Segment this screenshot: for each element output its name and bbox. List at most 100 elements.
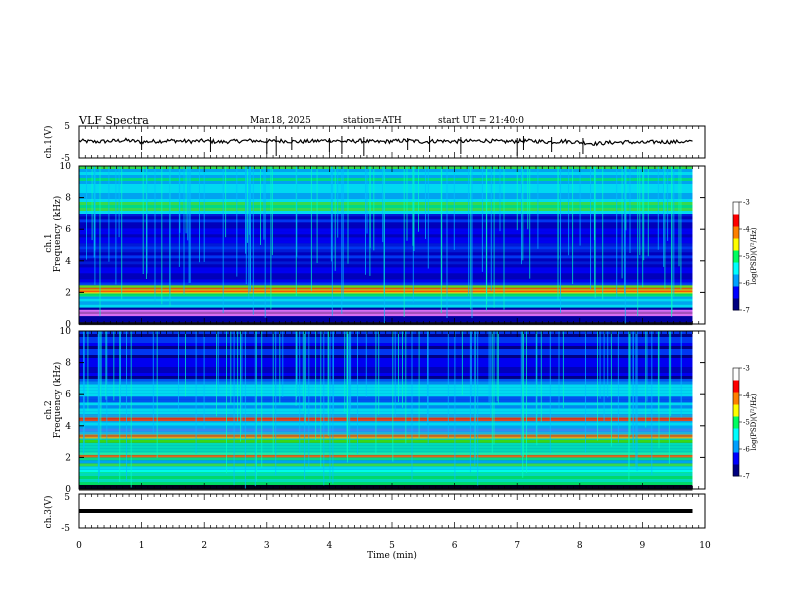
spectrogram-band bbox=[79, 381, 693, 385]
spectrogram-band bbox=[79, 181, 693, 184]
spectrogram-band bbox=[79, 293, 693, 297]
spectrogram-band bbox=[79, 476, 693, 479]
spectrogram-band bbox=[79, 264, 693, 268]
spectrogram-band bbox=[79, 370, 693, 373]
freq-tick-label: 8 bbox=[65, 194, 71, 204]
spectrogram-band bbox=[79, 393, 693, 397]
spectrogram-band bbox=[79, 240, 693, 244]
colorbar-tick-label: -3 bbox=[743, 199, 750, 207]
spectrogram-band bbox=[79, 199, 693, 202]
spectrogram-band bbox=[79, 298, 693, 302]
spectrogram-band bbox=[79, 252, 693, 256]
spectrogram-band bbox=[79, 184, 693, 187]
ch1-waveform-panel: 5 -5 ch.1(V) bbox=[43, 122, 706, 164]
spectrogram-band bbox=[79, 358, 693, 361]
spectrogram-band bbox=[79, 225, 693, 229]
ch2-channel-label: ch.2 bbox=[44, 400, 54, 419]
time-tick-label: 4 bbox=[327, 541, 333, 551]
spectrogram-band bbox=[79, 479, 693, 482]
colorbar-tick-label: -4 bbox=[743, 226, 750, 234]
colorbar-segment bbox=[733, 286, 739, 299]
spectrogram-band bbox=[79, 473, 693, 476]
spectrogram-band bbox=[79, 378, 693, 382]
time-tick-label: 6 bbox=[452, 541, 458, 551]
spectrogram-band bbox=[79, 396, 693, 400]
spectrogram-band bbox=[79, 178, 693, 181]
colorbar-tick-label: -5 bbox=[743, 253, 750, 261]
colorbar-segment bbox=[733, 464, 739, 477]
spectrogram-band bbox=[79, 405, 693, 409]
colorbar-tick-label: -3 bbox=[743, 365, 750, 373]
spectrogram-band bbox=[79, 436, 693, 439]
colorbar-segment bbox=[733, 404, 739, 417]
spectrogram-band bbox=[79, 175, 693, 178]
colorbar-segment bbox=[733, 440, 739, 453]
colorbar-segment bbox=[733, 226, 739, 239]
spectrogram-band bbox=[79, 282, 693, 286]
colorbar-label: log(PSD)(V²/Hz) bbox=[750, 227, 758, 284]
freq-tick-label: 0 bbox=[65, 485, 71, 495]
spectrogram-band bbox=[79, 343, 693, 346]
spectrogram-band bbox=[79, 301, 693, 305]
spectrogram-band bbox=[79, 425, 693, 429]
ch1-waveform-line bbox=[78, 137, 693, 147]
time-tick-label: 1 bbox=[139, 541, 145, 551]
colorbar-segment bbox=[733, 262, 739, 275]
spectrogram-band bbox=[79, 428, 693, 432]
time-tick-label: 2 bbox=[201, 541, 207, 551]
spectrogram-band bbox=[79, 205, 693, 208]
spectrogram-band bbox=[79, 422, 693, 426]
figure-title: VLF Spectra bbox=[78, 114, 149, 127]
spectrogram-band bbox=[79, 489, 693, 491]
freq-tick-label: 8 bbox=[65, 359, 71, 369]
spectrogram-band bbox=[79, 411, 693, 415]
spectrogram-band bbox=[79, 387, 693, 391]
colorbar-tick-label: -6 bbox=[743, 280, 750, 288]
spectrogram-band bbox=[79, 211, 693, 214]
ch1-spectrogram-image bbox=[79, 166, 705, 326]
spectrogram-band bbox=[79, 361, 693, 364]
ch1-ytick-minus5: -5 bbox=[61, 154, 70, 164]
spectrogram-no-data bbox=[692, 331, 705, 489]
spectrogram-band bbox=[79, 273, 693, 277]
spectrogram-band bbox=[79, 431, 693, 435]
time-tick-label: 5 bbox=[389, 541, 395, 551]
spectrogram-band bbox=[79, 482, 693, 485]
spectrogram-band bbox=[79, 346, 693, 349]
colorbar-segment bbox=[733, 250, 739, 263]
colorbar-segment bbox=[733, 392, 739, 405]
start-time-label: start UT = 21:40:0 bbox=[438, 116, 524, 126]
spectrogram-band bbox=[79, 258, 693, 262]
spectrogram-band bbox=[79, 276, 693, 280]
spectrogram-band bbox=[79, 442, 693, 446]
spectrogram-band bbox=[79, 457, 693, 461]
colorbar-segment bbox=[733, 298, 739, 311]
spectrogram-band bbox=[79, 246, 693, 250]
freq-tick-label: 10 bbox=[60, 327, 72, 337]
spectrogram-band bbox=[79, 190, 693, 193]
spectrogram-band bbox=[79, 295, 693, 299]
spectrogram-band bbox=[79, 261, 693, 265]
ch2-spectrogram-image bbox=[79, 331, 705, 491]
ch1-frequency-axis-label: Frequency (kHz) bbox=[52, 196, 63, 273]
spectrogram-band bbox=[79, 448, 693, 452]
ch3-ytick-5: 5 bbox=[64, 493, 70, 503]
ch2-spectrogram-panel: 0 2 4 6 8 10 ch.2 Frequency (kHz) -3 -4 -5 -6 -7 l… bbox=[44, 327, 758, 495]
spectrogram-band bbox=[79, 373, 693, 376]
colorbar-segment bbox=[733, 380, 739, 393]
spectrogram-band bbox=[79, 419, 693, 422]
spectrogram-band bbox=[79, 414, 693, 418]
spectrogram-band bbox=[79, 469, 693, 473]
spectrogram-band bbox=[79, 287, 693, 290]
spectrogram-band bbox=[79, 463, 693, 467]
colorbar-segment bbox=[733, 416, 739, 429]
colorbar-tick-label: -4 bbox=[743, 392, 750, 400]
freq-tick-label: 2 bbox=[65, 288, 71, 298]
spectrogram-band bbox=[79, 289, 693, 291]
spectrogram-band bbox=[79, 314, 693, 317]
spectrogram-band bbox=[79, 435, 693, 437]
freq-tick-label: 4 bbox=[65, 422, 71, 432]
spectrogram-band bbox=[79, 460, 693, 464]
spectrogram-band bbox=[79, 234, 693, 238]
